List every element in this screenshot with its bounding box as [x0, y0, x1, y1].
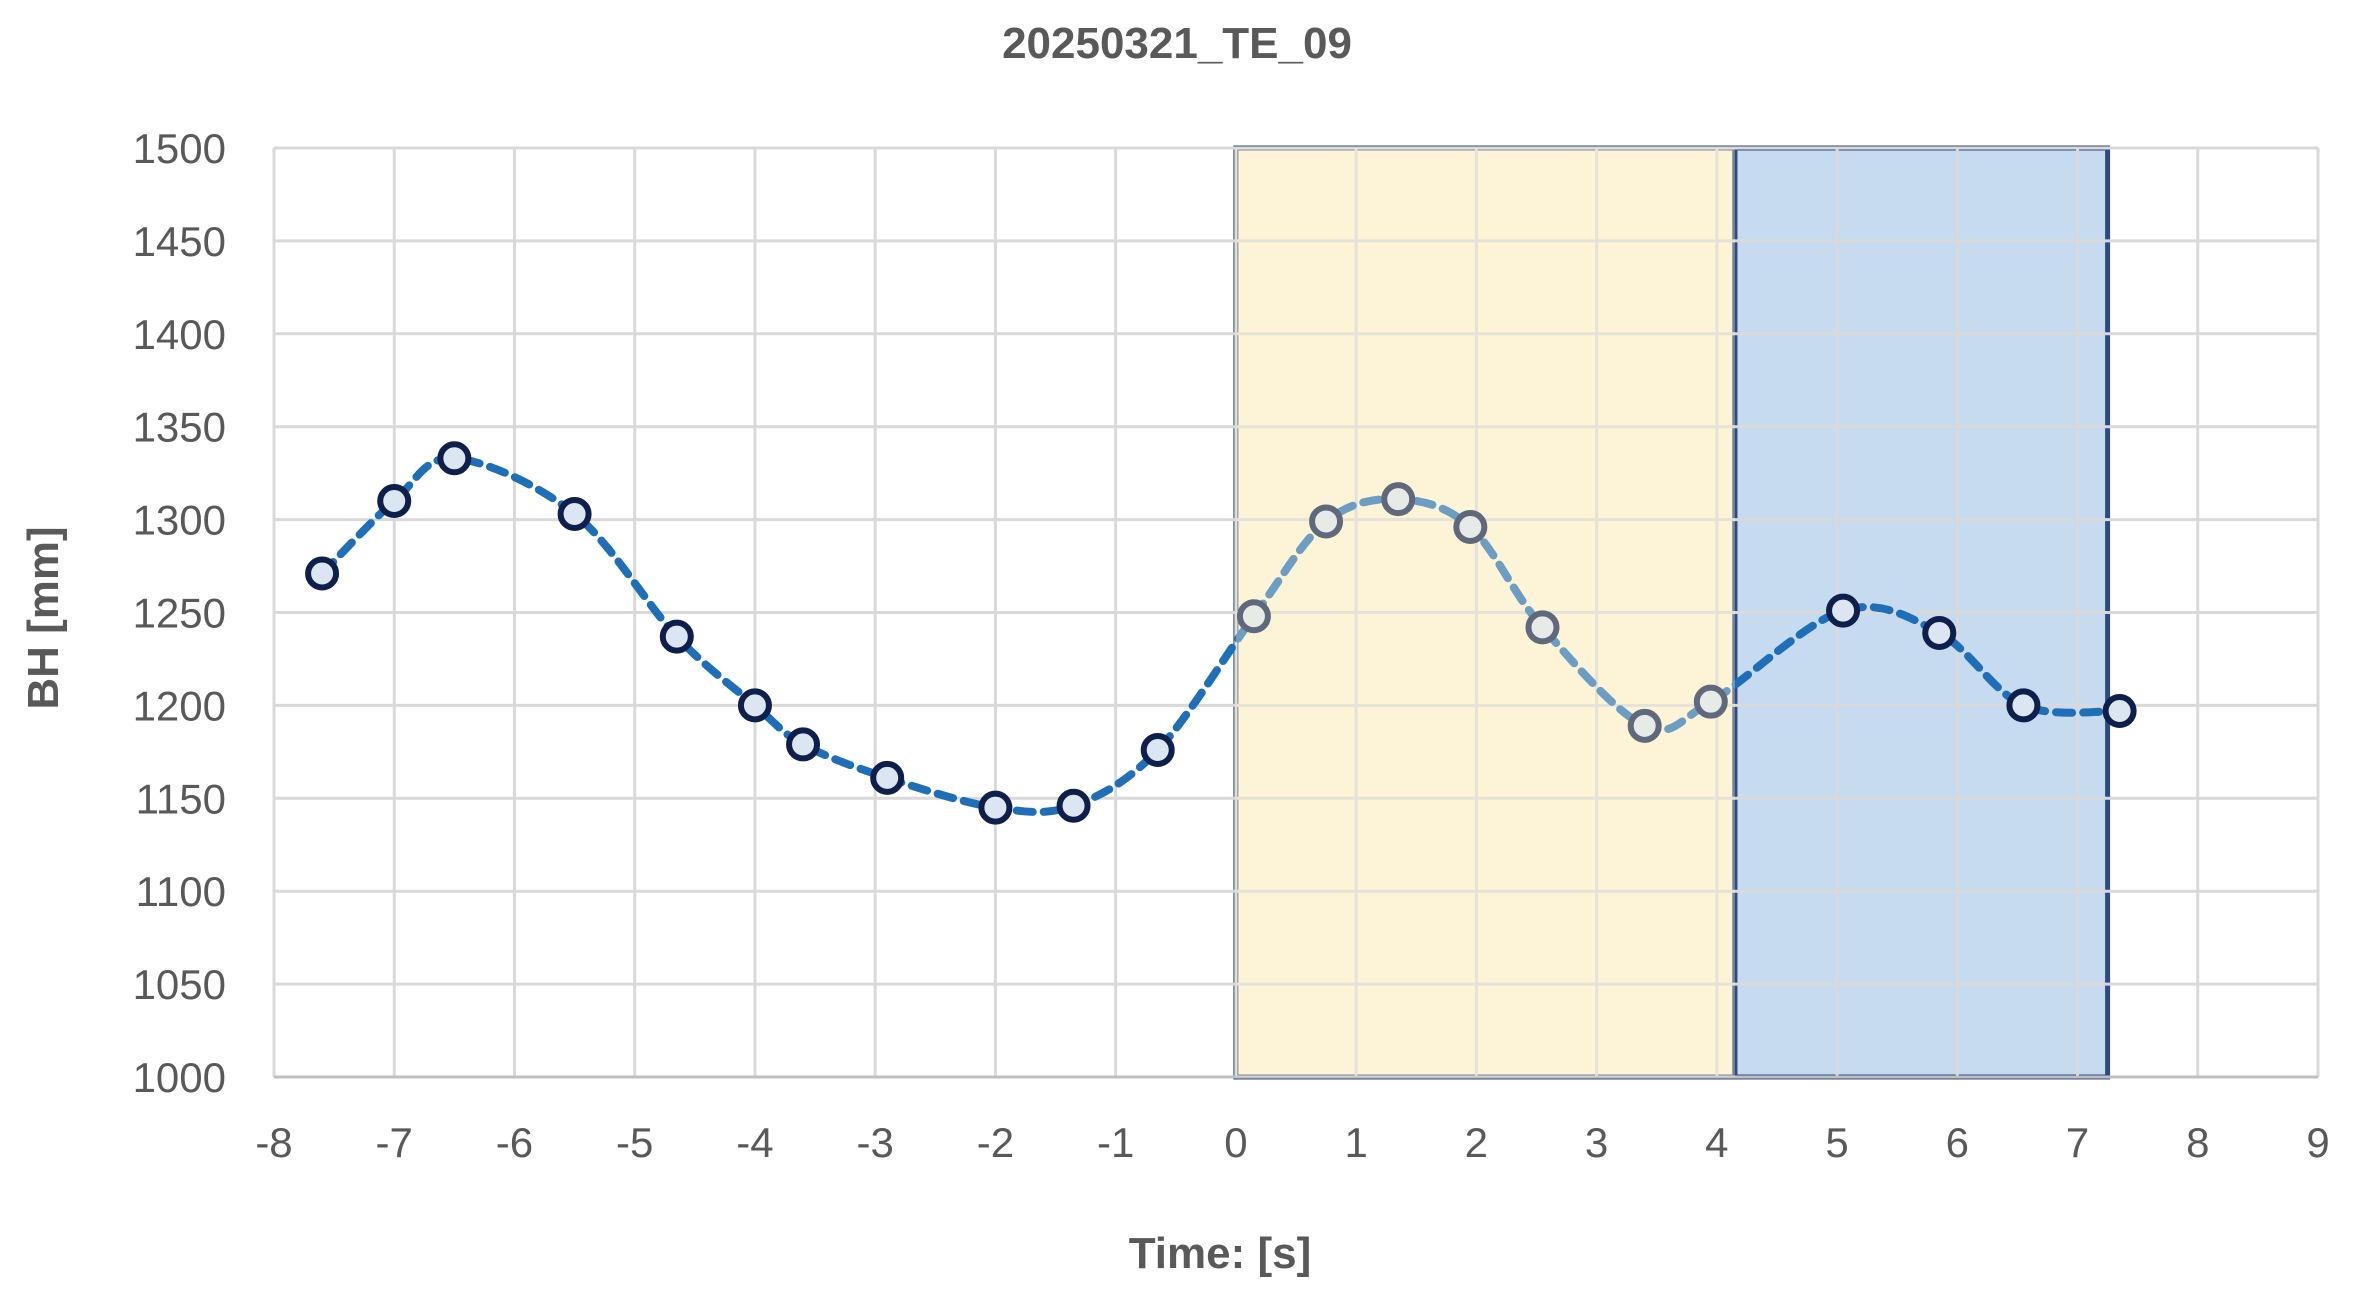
y-tick-label: 1000	[133, 1054, 226, 1101]
x-tick-label: 6	[1946, 1119, 1969, 1166]
y-tick-label: 1450	[133, 218, 226, 265]
data-point	[1693, 684, 1728, 719]
data-point	[1056, 788, 1091, 823]
series-line	[318, 454, 2124, 816]
data-point	[2102, 693, 2137, 728]
x-tick-label: 4	[1705, 1119, 1728, 1166]
tick-labels: -8 -7 -6 -5 -4 -3 -2 -1 0 1 2 3 4 5 6 7 8 9 1000 1050 1100 11…	[133, 125, 2330, 1166]
x-tick-label: -8	[255, 1119, 292, 1166]
x-tick-label: -1	[1097, 1119, 1134, 1166]
x-tick-label: 7	[2066, 1119, 2089, 1166]
x-axis-label: Time: [s]	[1129, 1229, 1312, 1278]
data-point	[1236, 599, 1271, 634]
x-tick-label: 9	[2306, 1119, 2329, 1166]
x-tick-label: 2	[1465, 1119, 1488, 1166]
data-point	[557, 497, 592, 532]
series-markers	[305, 148, 2137, 1077]
axes	[272, 148, 2318, 1079]
data-point	[870, 760, 905, 795]
x-tick-label: -5	[616, 1119, 653, 1166]
data-point	[978, 790, 1013, 825]
x-tick-label: -6	[496, 1119, 533, 1166]
y-axis-label: BH [mm]	[19, 526, 68, 709]
x-tick-label: -4	[736, 1119, 773, 1166]
data-point	[1922, 615, 1957, 650]
x-tick-label: 3	[1585, 1119, 1608, 1166]
x-tick-label: -7	[376, 1119, 413, 1166]
x-tick-label: 5	[1825, 1119, 1848, 1166]
grid	[272, 146, 2320, 1079]
y-tick-label: 1300	[133, 497, 226, 544]
x-tick-label: 1	[1344, 1119, 1367, 1166]
y-tick-label: 1100	[136, 868, 226, 915]
x-tick-label: -2	[977, 1119, 1014, 1166]
x-tick-label: 0	[1224, 1119, 1247, 1166]
data-point	[2006, 688, 2041, 723]
data-point	[1525, 610, 1560, 645]
chart-title: 20250321_TE_09	[1002, 19, 1352, 68]
data-point	[437, 441, 472, 476]
data-point	[1453, 510, 1488, 545]
region-yellow-overlay	[1235, 148, 1735, 1077]
y-tick-label: 1050	[133, 961, 226, 1008]
data-point	[1309, 504, 1344, 539]
y-tick-label: 1400	[133, 311, 226, 358]
y-tick-label: 1250	[133, 590, 226, 637]
y-tick-label: 1200	[133, 682, 226, 729]
y-tick-label: 1150	[136, 775, 226, 822]
data-point	[1627, 708, 1662, 743]
data-point	[1140, 732, 1175, 767]
data-point	[737, 688, 772, 723]
data-point	[1826, 593, 1861, 628]
y-tick-label: 1350	[133, 404, 226, 451]
data-point	[659, 619, 694, 654]
x-tick-label: 8	[2186, 1119, 2209, 1166]
data-point	[377, 484, 412, 519]
series-line-layer	[318, 454, 2124, 816]
data-point	[305, 556, 340, 591]
y-tick-label: 1500	[133, 125, 226, 172]
x-tick-label: -3	[856, 1119, 893, 1166]
data-point	[786, 727, 821, 762]
data-point	[1381, 482, 1416, 517]
